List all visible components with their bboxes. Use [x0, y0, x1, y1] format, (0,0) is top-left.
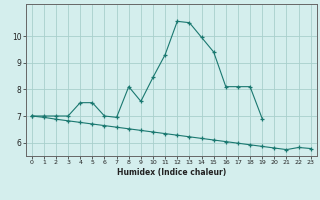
X-axis label: Humidex (Indice chaleur): Humidex (Indice chaleur) — [116, 168, 226, 177]
